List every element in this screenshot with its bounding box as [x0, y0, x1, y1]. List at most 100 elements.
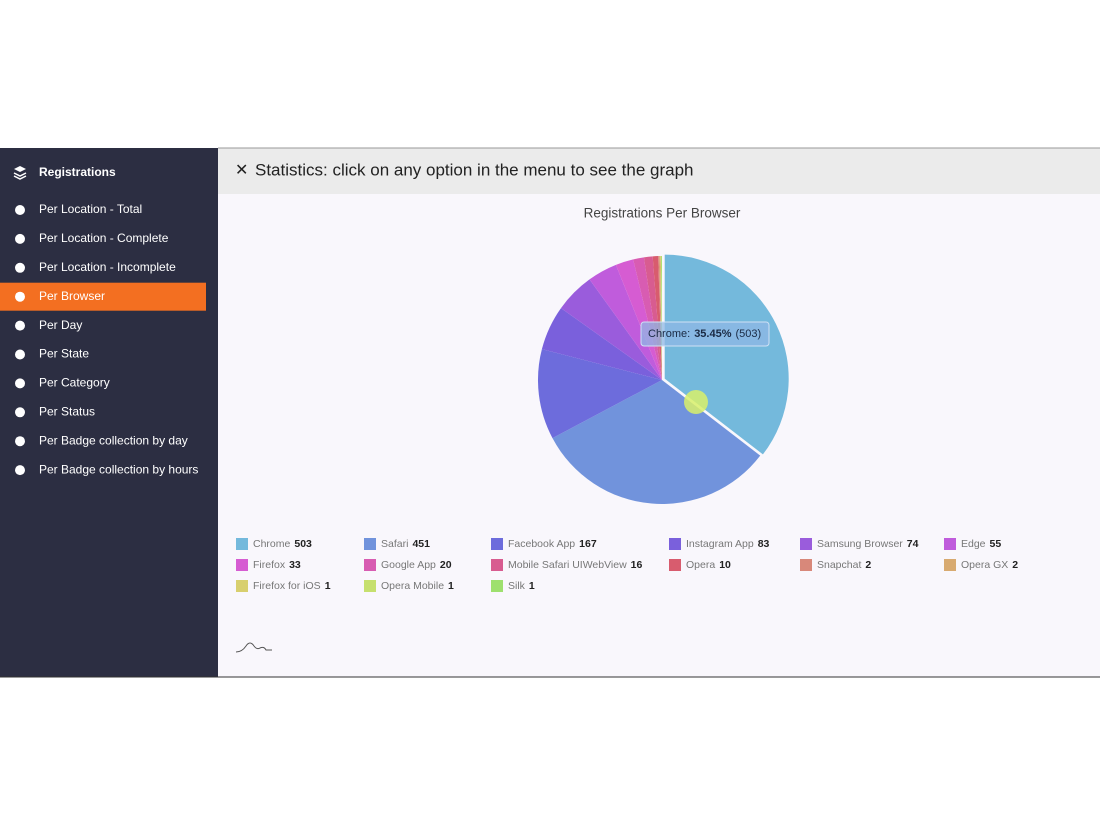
legend-value: 1: [448, 580, 454, 592]
legend-swatch[interactable]: [236, 559, 248, 571]
menu-item[interactable]: Per Badge collection by hours: [39, 462, 198, 476]
legend-label[interactable]: Samsung Browser 74: [817, 538, 919, 550]
menu-icon: [15, 291, 25, 302]
menu-item[interactable]: Per Day: [39, 318, 82, 332]
menu-item[interactable]: Per Status: [39, 404, 95, 418]
menu-icon: [15, 262, 25, 273]
legend-name: Firefox: [253, 559, 286, 571]
sidebar-title: Registrations: [39, 165, 116, 179]
pie-slice[interactable]: [615, 259, 662, 380]
legend-value: 451: [412, 538, 430, 550]
pie-slice[interactable]: [538, 349, 662, 439]
sparkline-icon[interactable]: [235, 642, 272, 653]
legend-name: Chrome: [253, 538, 291, 550]
pie-slice[interactable]: [589, 264, 662, 380]
legend-swatch[interactable]: [364, 580, 376, 592]
legend-label[interactable]: Opera Mobile 1: [381, 580, 454, 592]
legend-label[interactable]: Firefox for iOS 1: [253, 580, 331, 592]
legend-label[interactable]: Mobile Safari UIWebView 16: [508, 559, 643, 571]
legend-label[interactable]: Safari 451: [381, 538, 430, 550]
menu-icon: [15, 320, 25, 331]
legend: Chrome 503 Safari 451 Facebook App 167 Instagr…: [236, 538, 1018, 592]
menu-item[interactable]: Per Category: [39, 376, 110, 390]
legend-label[interactable]: Google App 20: [381, 559, 452, 571]
pie: [538, 254, 789, 504]
legend-swatch[interactable]: [669, 538, 681, 550]
legend-label[interactable]: Edge 55: [961, 538, 1001, 550]
legend-value: 20: [440, 559, 452, 571]
tooltip-text: Chrome: 35.45% (503): [648, 328, 761, 340]
legend-swatch[interactable]: [364, 538, 376, 550]
legend-value: 10: [719, 559, 731, 571]
legend-swatch[interactable]: [491, 580, 503, 592]
legend-name: Opera GX: [961, 559, 1008, 571]
tooltip-percent: 35.45%: [694, 328, 732, 340]
legend-name: Mobile Safari UIWebView: [508, 559, 627, 571]
legend-label[interactable]: Silk 1: [508, 580, 535, 592]
legend-swatch[interactable]: [491, 559, 503, 571]
menu-item[interactable]: Per Browser: [39, 289, 105, 303]
menu-item[interactable]: Per State: [39, 347, 89, 361]
legend-label[interactable]: Chrome 503: [253, 538, 312, 550]
pie-slice[interactable]: [633, 257, 662, 380]
legend-label[interactable]: Instagram App 83: [686, 538, 770, 550]
legend-value: 55: [990, 538, 1002, 550]
pie-slice[interactable]: [660, 256, 662, 380]
legend-value: 167: [579, 538, 597, 550]
legend-swatch[interactable]: [491, 538, 503, 550]
menu-active-bg: [0, 282, 206, 311]
legend-value: 503: [294, 538, 312, 550]
legend-value: 1: [529, 580, 535, 592]
legend-label[interactable]: Facebook App 167: [508, 538, 597, 550]
menu-icon: [15, 436, 25, 447]
header-title: Statistics: click on any option in the m…: [255, 160, 693, 179]
menu-icon: [15, 205, 25, 215]
legend-name: Facebook App: [508, 538, 575, 550]
legend-name: Silk: [508, 580, 526, 592]
legend-swatch[interactable]: [800, 538, 812, 550]
legend-label[interactable]: Opera 10: [686, 559, 731, 571]
pie-slice[interactable]: [652, 256, 662, 380]
legend-value: 74: [907, 538, 919, 550]
pie-slice[interactable]: [659, 256, 662, 380]
legend-swatch[interactable]: [236, 538, 248, 550]
menu-item[interactable]: Per Badge collection by day: [39, 433, 188, 447]
pie-slice[interactable]: [560, 279, 662, 380]
legend-swatch[interactable]: [944, 538, 956, 550]
legend-swatch[interactable]: [669, 559, 681, 571]
legend-swatch[interactable]: [800, 559, 812, 571]
legend-name: Opera: [686, 559, 715, 571]
pie-slice[interactable]: [552, 380, 761, 504]
menu-item[interactable]: Per Location - Incomplete: [39, 260, 176, 274]
legend-swatch[interactable]: [944, 559, 956, 571]
tooltip: Chrome: 35.45% (503): [640, 321, 770, 414]
pie-slice[interactable]: [664, 254, 789, 455]
legend-label[interactable]: Snapchat 2: [817, 559, 871, 571]
menu: Per Location - Total Per Location - Compl…: [0, 202, 206, 476]
menu-icon: [15, 233, 25, 244]
pie-slice[interactable]: [658, 256, 662, 380]
legend-name: Edge: [961, 538, 986, 550]
pie-slice[interactable]: [661, 256, 662, 380]
pie-slice[interactable]: [541, 308, 662, 380]
pie-slice[interactable]: [643, 256, 662, 380]
close-icon[interactable]: ✕: [235, 162, 248, 179]
legend-swatch[interactable]: [364, 559, 376, 571]
menu-item[interactable]: Per Location - Total: [39, 202, 142, 216]
legend-label[interactable]: Opera GX 2: [961, 559, 1018, 571]
legend-label[interactable]: Firefox 33: [253, 559, 301, 571]
legend-value: 16: [631, 559, 643, 571]
pie-slice[interactable]: [660, 256, 662, 380]
legend-name: Samsung Browser: [817, 538, 903, 550]
legend-value: 2: [865, 559, 871, 571]
legend-swatch[interactable]: [236, 580, 248, 592]
legend-value: 2: [1012, 559, 1018, 571]
menu-item[interactable]: Per Location - Complete: [39, 231, 169, 245]
layers-icon: [13, 166, 27, 180]
tooltip-count: (503): [736, 328, 762, 340]
legend-name: Opera Mobile: [381, 580, 444, 592]
legend-name: Google App: [381, 559, 436, 571]
menu-icon: [15, 407, 25, 418]
